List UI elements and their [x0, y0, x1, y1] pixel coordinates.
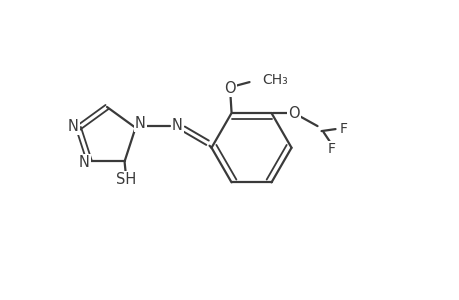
Text: SH: SH [115, 172, 135, 187]
Text: F: F [327, 142, 335, 156]
Text: F: F [339, 122, 347, 136]
Text: CH₃: CH₃ [262, 73, 288, 87]
Text: O: O [223, 81, 235, 96]
Text: N: N [79, 155, 90, 170]
Text: N: N [135, 116, 146, 131]
Text: N: N [68, 119, 79, 134]
Text: O: O [287, 106, 299, 121]
Text: N: N [172, 118, 183, 133]
